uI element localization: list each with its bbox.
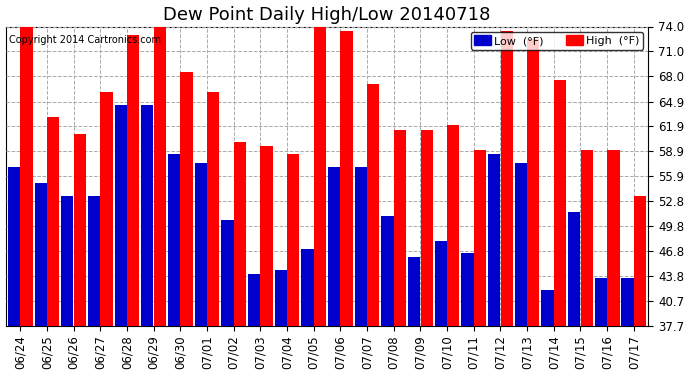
Bar bbox=[408, 257, 420, 326]
Bar bbox=[127, 35, 139, 326]
Bar bbox=[260, 146, 273, 326]
Bar bbox=[234, 142, 246, 326]
Legend: Low  (°F), High  (°F): Low (°F), High (°F) bbox=[471, 32, 643, 50]
Bar bbox=[115, 105, 127, 326]
Bar bbox=[462, 253, 473, 326]
Bar bbox=[340, 31, 353, 326]
Bar bbox=[287, 154, 299, 326]
Bar bbox=[180, 72, 193, 326]
Bar bbox=[314, 27, 326, 326]
Bar bbox=[275, 270, 287, 326]
Bar bbox=[21, 27, 32, 326]
Bar bbox=[595, 278, 607, 326]
Bar bbox=[542, 290, 553, 326]
Bar bbox=[607, 150, 620, 326]
Bar bbox=[367, 84, 380, 326]
Bar bbox=[141, 105, 153, 326]
Bar bbox=[568, 212, 580, 326]
Bar bbox=[168, 154, 180, 326]
Bar bbox=[474, 150, 486, 326]
Text: Copyright 2014 Cartronics.com: Copyright 2014 Cartronics.com bbox=[9, 36, 161, 45]
Bar bbox=[527, 39, 540, 326]
Bar bbox=[554, 80, 566, 326]
Bar bbox=[88, 195, 100, 326]
Bar bbox=[382, 216, 393, 326]
Bar bbox=[207, 93, 219, 326]
Bar bbox=[634, 195, 647, 326]
Bar bbox=[515, 163, 527, 326]
Bar bbox=[328, 167, 340, 326]
Bar bbox=[8, 167, 20, 326]
Bar bbox=[394, 130, 406, 326]
Title: Dew Point Daily High/Low 20140718: Dew Point Daily High/Low 20140718 bbox=[164, 6, 491, 24]
Bar bbox=[488, 154, 500, 326]
Bar bbox=[154, 14, 166, 326]
Bar bbox=[221, 220, 233, 326]
Bar bbox=[74, 134, 86, 326]
Bar bbox=[580, 150, 593, 326]
Bar bbox=[100, 93, 112, 326]
Bar bbox=[500, 31, 513, 326]
Bar bbox=[420, 130, 433, 326]
Bar bbox=[47, 117, 59, 326]
Bar bbox=[435, 241, 447, 326]
Bar bbox=[622, 278, 633, 326]
Bar bbox=[302, 249, 313, 326]
Bar bbox=[61, 195, 73, 326]
Bar bbox=[355, 167, 367, 326]
Bar bbox=[248, 274, 260, 326]
Bar bbox=[447, 126, 460, 326]
Bar bbox=[34, 183, 47, 326]
Bar bbox=[195, 163, 207, 326]
